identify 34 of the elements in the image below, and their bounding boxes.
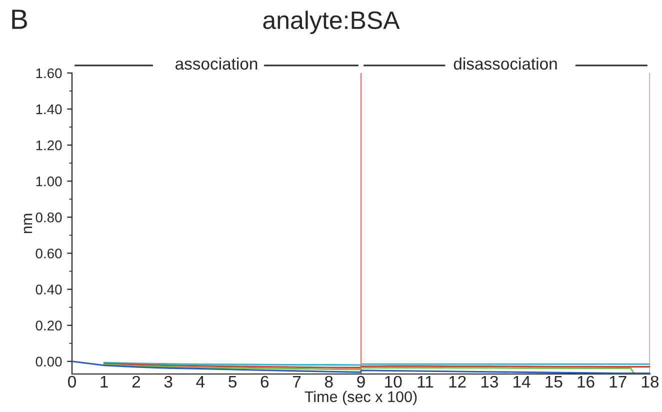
x-tick-label: 6: [260, 376, 269, 388]
y-tick-label: 1.60: [36, 68, 62, 78]
x-tick-label: 3: [164, 376, 172, 388]
x-tick-label: 15: [546, 376, 562, 388]
text: B: [12, 10, 27, 29]
x-tick-label: 7: [293, 376, 301, 388]
x-axis-title: Time (sec x 100): [304, 390, 417, 406]
x-tick-label: 16: [578, 376, 594, 388]
x-tick-label: 10: [385, 376, 402, 388]
y-tick-label: 0.20: [36, 320, 62, 331]
y-tick-label: 0.40: [36, 284, 62, 294]
text: disassociation: [454, 57, 557, 70]
x-tick-label: 1: [100, 376, 108, 388]
x-tick-label: 0: [68, 376, 76, 388]
x-tick-label: 11: [418, 376, 434, 388]
y-axis-title: nm: [24, 214, 32, 234]
y-tick-label: 1.00: [36, 176, 62, 186]
x-tick-label: 12: [449, 376, 466, 388]
x-tick-label: 17: [610, 376, 626, 388]
x-tick-label: 4: [196, 376, 205, 388]
x-tick-label: 9: [357, 376, 365, 388]
x-tick-label: 8: [324, 376, 333, 388]
y-tick-label: 1.40: [36, 104, 62, 114]
text: association: [176, 57, 258, 70]
x-tick-label: 2: [132, 376, 140, 388]
x-tick-label: 13: [481, 376, 498, 388]
chart-title: analyte:BSA: [263, 10, 400, 34]
y-tick-label: 0.00: [36, 356, 62, 367]
x-tick-label: 18: [642, 376, 659, 388]
y-tick-label: 1.20: [36, 140, 62, 150]
y-tick-label: 0.80: [36, 212, 62, 222]
x-tick-label: 5: [228, 376, 236, 388]
x-tick-label: 14: [514, 376, 530, 388]
y-tick-label: 0.60: [36, 248, 62, 258]
